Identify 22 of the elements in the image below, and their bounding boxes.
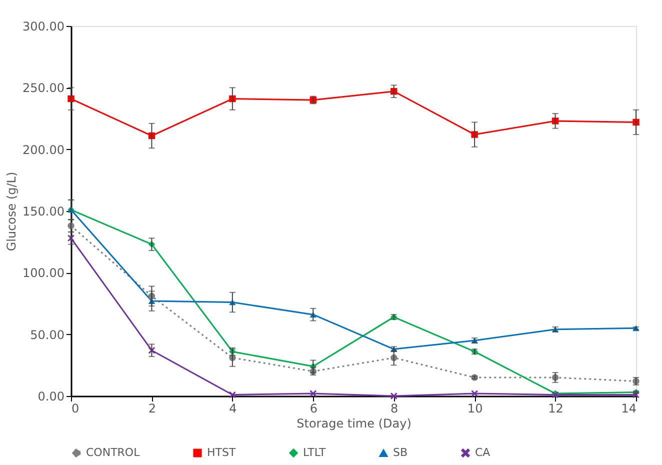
y-tick-label: 50.00 [30,328,64,342]
y-tick-label: 250.00 [22,81,64,96]
x-tick-label: 4 [229,402,237,416]
legend-label: HTST [207,446,236,459]
y-tick-label: 150.00 [22,204,64,218]
legend-label: LTLT [303,446,326,459]
x-tick-label: 2 [148,402,156,416]
y-axis-title: Glucose (g/L) [4,172,19,252]
x-tick-label: 10 [467,402,483,416]
x-axis-title: Storage time (Day) [296,416,412,430]
y-tick-label: 0.00 [38,390,64,404]
y-tick-label: 300.00 [22,20,64,34]
legend-label: CA [475,446,491,459]
x-tick-label: 12 [548,402,564,416]
legend-label: CONTROL [86,446,141,459]
y-tick-label: 100.00 [22,266,64,280]
legend-label: SB [393,446,408,460]
x-tick-label: 6 [310,402,318,416]
y-tick-label: 200.00 [22,142,64,157]
x-tick-label: 8 [390,402,398,416]
x-tick-label: 14 [621,402,636,416]
x-tick-label: 0 [72,402,80,416]
